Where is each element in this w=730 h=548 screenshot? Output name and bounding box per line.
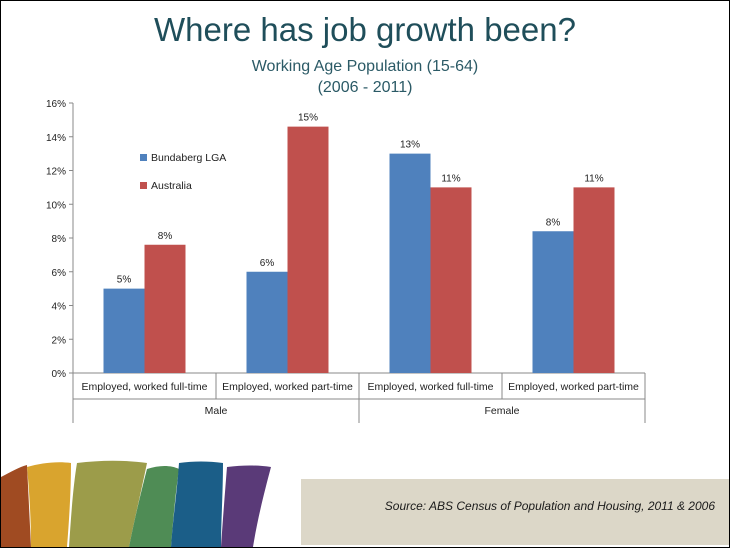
y-tick-label: 0% xyxy=(52,369,67,380)
category-label: Employed, worked full-time xyxy=(81,381,207,393)
group-label: Female xyxy=(484,405,519,417)
bar xyxy=(103,288,145,373)
bar xyxy=(287,126,329,373)
y-tick-label: 16% xyxy=(46,99,66,110)
category-label: Employed, worked part-time xyxy=(222,381,353,393)
slide-title: Where has job growth been? xyxy=(154,11,576,48)
data-label: 11% xyxy=(441,173,460,184)
legend-swatch xyxy=(140,154,147,161)
y-tick-label: 12% xyxy=(46,167,66,178)
category-label: Employed, worked full-time xyxy=(367,381,493,393)
bar xyxy=(246,271,288,373)
decor-stripe xyxy=(129,466,179,547)
data-label: 6% xyxy=(260,258,275,269)
data-label: 15% xyxy=(298,113,318,124)
data-label: 11% xyxy=(584,173,603,184)
data-label: 8% xyxy=(546,217,561,228)
legend-label: Bundaberg LGA xyxy=(151,152,226,164)
decorative-stripes xyxy=(1,460,271,547)
y-tick-label: 6% xyxy=(52,268,67,279)
bar xyxy=(532,231,574,373)
bar xyxy=(430,187,472,373)
decor-stripe xyxy=(1,465,31,547)
source-note: Source: ABS Census of Population and Hou… xyxy=(384,499,715,513)
chart-subtitle-line2: (2006 - 2011) xyxy=(317,79,413,96)
y-tick-label: 2% xyxy=(52,335,67,346)
y-tick-label: 14% xyxy=(46,133,66,144)
data-label: 5% xyxy=(117,275,132,286)
data-label: 8% xyxy=(158,231,173,242)
footer-band xyxy=(301,479,729,545)
decor-stripe xyxy=(27,462,71,547)
bar xyxy=(573,187,615,373)
data-label: 13% xyxy=(400,140,420,151)
y-tick-label: 10% xyxy=(46,200,66,211)
chart-subtitle-line1: Working Age Population (15-64) xyxy=(251,58,479,75)
bar xyxy=(144,244,186,373)
y-tick-label: 4% xyxy=(52,302,67,313)
decor-stripe xyxy=(221,465,271,547)
category-label: Employed, worked part-time xyxy=(508,381,639,393)
bar xyxy=(389,153,431,373)
group-label: Male xyxy=(205,405,228,417)
legend-label: Australia xyxy=(151,180,192,192)
legend-swatch xyxy=(140,182,147,189)
y-tick-label: 8% xyxy=(52,234,67,245)
decor-stripe xyxy=(69,460,147,547)
decor-stripe xyxy=(171,461,223,547)
